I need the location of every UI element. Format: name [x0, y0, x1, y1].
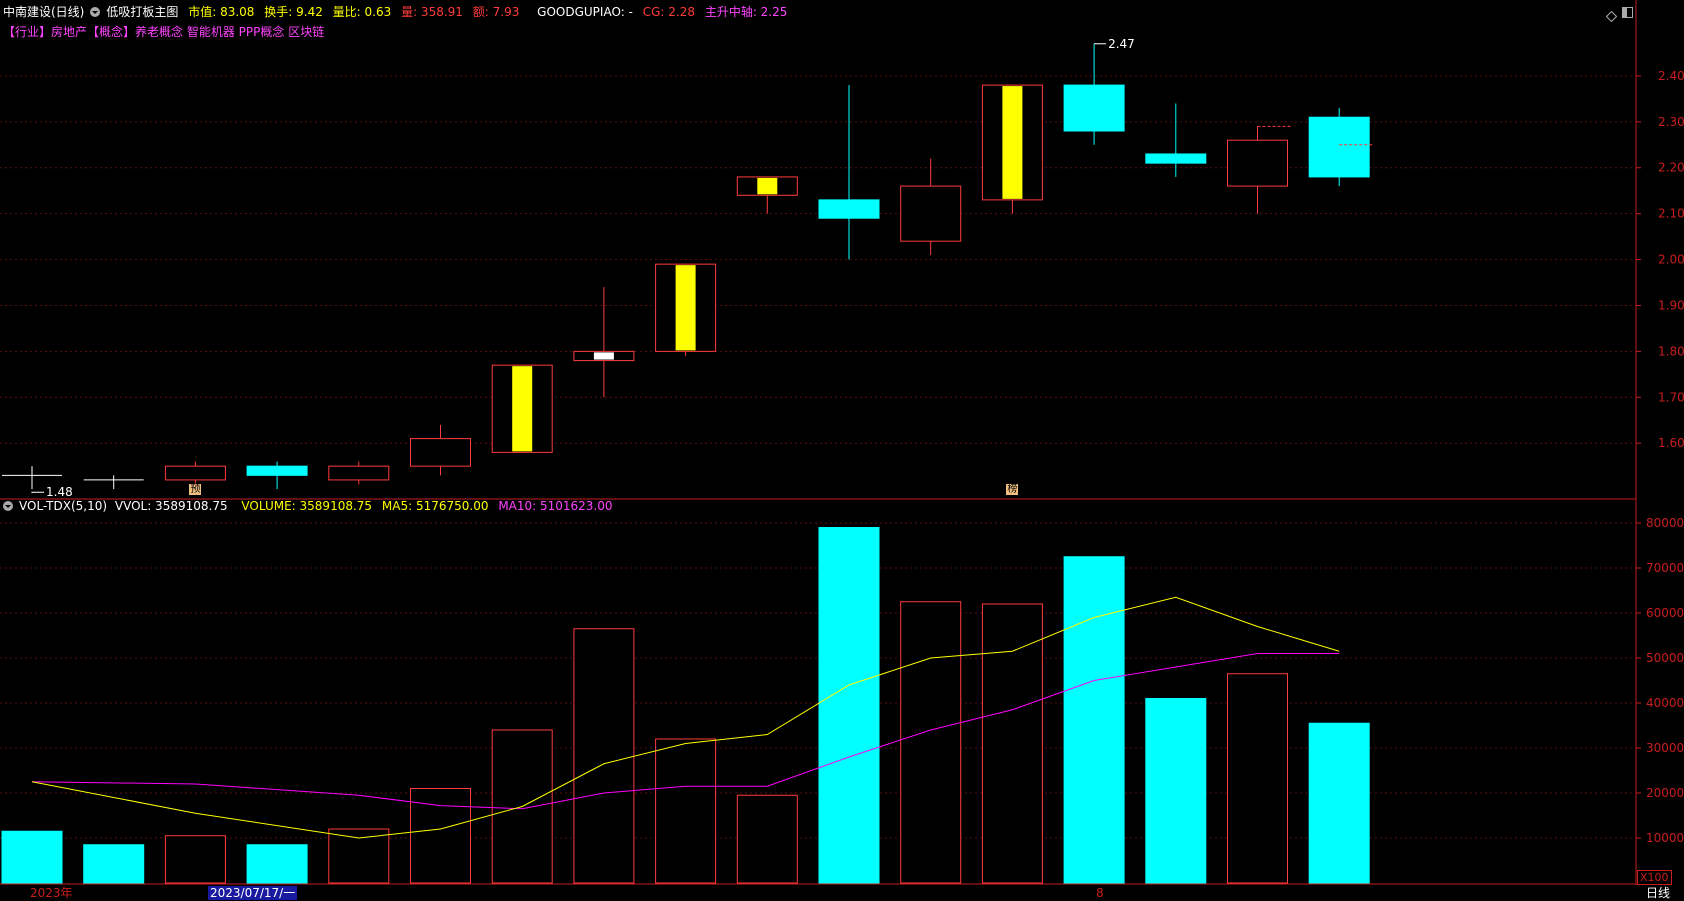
ma5-line: [31, 596, 1340, 839]
candle-body: [1227, 139, 1288, 187]
volume-tick-label: 20000: [1646, 786, 1684, 800]
chart-header: 中南建设(日线) 低吸打板主图 市值: 83.08 换手: 9.42 量比: 0.…: [3, 4, 793, 20]
vol-indicator-name[interactable]: VOL-TDX(5,10): [19, 499, 108, 513]
volume-bar: [818, 527, 880, 884]
industry-bracket: 【行业】: [3, 25, 52, 39]
volume-tick-label: 70000: [1646, 561, 1684, 575]
price-tick-label: 2.40: [1658, 69, 1684, 83]
candle-body: [818, 199, 880, 219]
volume-bar: [164, 835, 226, 884]
concept-list[interactable]: 养老概念 智能机器 PPP概念 区块链: [135, 25, 325, 39]
volume-reading: VOLUME: 3589108.75: [241, 499, 373, 513]
concept-bracket: 【概念】: [87, 25, 136, 39]
ma10-line: [31, 653, 1340, 810]
industry-name[interactable]: 房地产: [51, 25, 88, 39]
volume-bar: [410, 788, 471, 884]
marker-yu: 预: [189, 484, 202, 495]
price-tick-label: 1.80: [1658, 344, 1684, 358]
turnover: 换手: 9.42: [264, 5, 323, 19]
volume-tick-label: 50000: [1646, 651, 1684, 665]
high-price-label: 2.47: [1108, 36, 1135, 51]
low-pointer: [31, 491, 44, 494]
volume-bar: [1063, 556, 1125, 884]
price-tick-label: 1.70: [1658, 390, 1684, 404]
volume-bar: [573, 628, 635, 884]
price-tick-label: 2.30: [1658, 115, 1684, 129]
price-tick-label: 1.90: [1658, 298, 1684, 312]
candle-inner-fill: [593, 352, 614, 360]
candle-body: [246, 465, 308, 476]
candle-body: [900, 185, 962, 242]
goodgupiao-value: GOODGUPIAO: -: [537, 5, 633, 19]
cg-value: CG: 2.28: [642, 5, 695, 19]
volume-bar: [981, 603, 1043, 884]
ma5-reading: MA5: 5176750.00: [381, 499, 489, 513]
candle-inner-fill: [1002, 86, 1023, 199]
amount-value: 额: 7.93: [472, 5, 520, 19]
diamond-icon[interactable]: [1605, 7, 1618, 23]
volume-bar: [83, 844, 145, 884]
date-cursor-label: 2023/07/17/一: [208, 886, 298, 900]
volume-bar: [900, 601, 962, 884]
volume-bar: [1, 830, 63, 884]
volume-value: 量: 358.91: [401, 5, 463, 19]
candle-body: [1145, 153, 1207, 164]
ma10-reading: MA10: 5101623.00: [498, 499, 613, 513]
price-tick-label: 1.60: [1658, 436, 1684, 450]
volume-tick-label: 80000: [1646, 516, 1684, 530]
candle-inner-fill: [512, 366, 533, 452]
candle-body: [164, 465, 226, 481]
volume-bar: [1227, 673, 1288, 884]
formula-name[interactable]: 低吸打板主图: [106, 5, 179, 19]
panel-toggle-icon[interactable]: [1622, 7, 1633, 18]
axis-value: 主升中轴: 2.25: [704, 5, 788, 19]
candle-body: [1063, 84, 1125, 132]
volume-header: VOL-TDX(5,10) VVOL: 3589108.75 VOLUME: 3…: [3, 498, 619, 514]
volume-tick-label: 60000: [1646, 606, 1684, 620]
price-tick-label: 2.00: [1658, 253, 1684, 267]
candle-inner-fill: [675, 265, 696, 351]
volume-bar: [1145, 698, 1207, 884]
candle-inner-fill: [757, 177, 778, 195]
volume-ratio: 量比: 0.63: [332, 5, 392, 19]
date-year-label: 2023年: [30, 886, 73, 900]
volume-tick-label: 40000: [1646, 696, 1684, 710]
volume-bar: [736, 794, 798, 884]
volume-bar: [655, 738, 717, 884]
date-month-label: 8: [1096, 886, 1104, 900]
volume-tick-label: 10000: [1646, 831, 1684, 845]
price-tick-label: 2.10: [1658, 207, 1684, 221]
low-price-label: 1.48: [46, 485, 73, 500]
vvol-value: VVOL: 3589108.75: [114, 499, 228, 513]
x100-label: X100: [1637, 870, 1672, 885]
marker-bang: 榜: [1006, 484, 1019, 495]
price-tick-label: 2.20: [1658, 161, 1684, 175]
dropdown-icon[interactable]: [90, 6, 101, 17]
period-label[interactable]: 日线: [1646, 886, 1671, 900]
candle-body: [1308, 116, 1370, 178]
market-cap: 市值: 83.08: [188, 5, 255, 19]
volume-bar: [1308, 722, 1370, 884]
volume-tick-label: 30000: [1646, 741, 1684, 755]
stock-title[interactable]: 中南建设(日线): [3, 5, 85, 19]
volume-bar: [328, 828, 390, 884]
candle-body: [328, 465, 390, 481]
dropdown-icon[interactable]: [3, 500, 13, 511]
concept-tags: 【行业】房地产【概念】养老概念 智能机器 PPP概念 区块链: [3, 24, 330, 40]
candle-body: [410, 438, 471, 467]
volume-bar: [246, 844, 308, 884]
